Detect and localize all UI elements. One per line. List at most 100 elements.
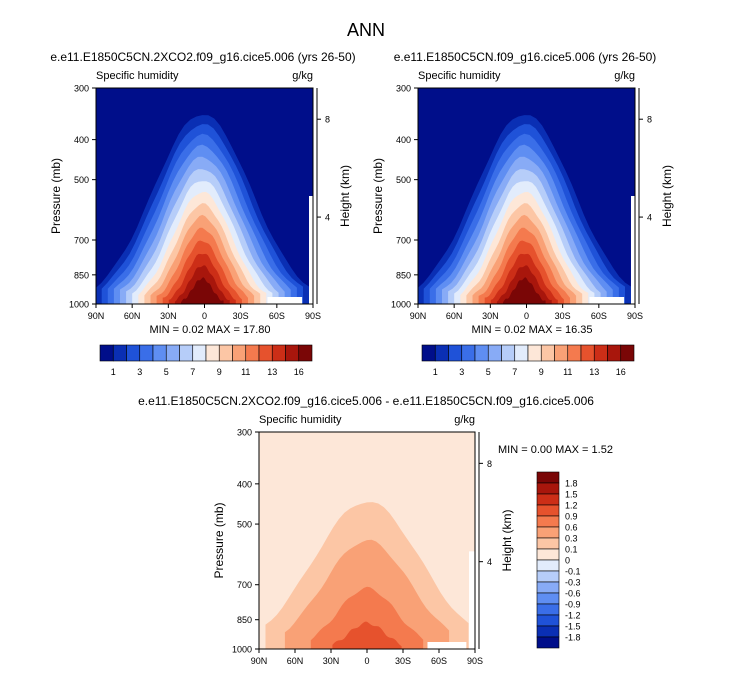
colorbar-swatch <box>112 344 127 362</box>
colorbar-swatch <box>192 344 207 362</box>
colorbar-swatch <box>536 493 560 506</box>
contour-band-15 <box>181 277 224 304</box>
colorbar-swatch <box>487 344 502 362</box>
x-tick-label: 90S <box>467 656 483 666</box>
colorbar-swatch <box>536 581 560 594</box>
y2-axis-title: Height (km) <box>338 165 352 227</box>
topography-mask <box>427 642 467 649</box>
x-tick-label: 60S <box>591 311 607 321</box>
colorbar-swatch <box>99 344 114 362</box>
panel-3-title: e.e11.E1850C5CN.2XCO2.f09_g16.cice5.006 … <box>138 394 594 408</box>
y2-tick-label: 8 <box>325 115 330 125</box>
x-tick-label: 60N <box>446 311 463 321</box>
colorbar-swatch <box>593 344 608 362</box>
colorbar-swatch <box>126 344 141 362</box>
colorbar-swatch <box>461 344 476 362</box>
colorbar-label: 13 <box>267 367 277 377</box>
colorbar-label: 3 <box>459 367 464 377</box>
colorbar-swatch <box>567 344 582 362</box>
y-tick-label: 400 <box>74 135 89 145</box>
x-tick-label: 90S <box>305 311 321 321</box>
colorbar-swatch <box>536 504 560 517</box>
y2-tick-label: 8 <box>487 459 492 469</box>
x-tick-label: 60S <box>431 656 447 666</box>
colorbar-label: 0.1 <box>565 545 578 555</box>
y-tick-label: 400 <box>396 135 411 145</box>
topography-mask <box>589 297 625 304</box>
colorbar-swatch <box>527 344 542 362</box>
y-tick-label: 400 <box>237 479 252 489</box>
x-tick-label: 90N <box>410 311 427 321</box>
colorbar-swatch <box>536 526 560 539</box>
colorbar-swatch <box>540 344 555 362</box>
y2-axis-title: Height (km) <box>660 165 674 227</box>
colorbar-swatch <box>232 344 247 362</box>
colorbar-label: 9 <box>217 367 222 377</box>
panel-1-colorbar: 1 3 5 7 9 11 13 16 <box>99 344 313 377</box>
colorbar-label: 1 <box>111 367 116 377</box>
panel-3-units-label: g/kg <box>454 414 475 426</box>
colorbar-swatch <box>165 344 180 362</box>
x-tick-label: 30N <box>482 311 499 321</box>
x-tick-label: 90S <box>627 311 643 321</box>
colorbar-swatch <box>536 636 560 649</box>
y-tick-label: 300 <box>237 428 252 438</box>
colorbar-label: 1.5 <box>565 490 578 500</box>
x-tick-label: 60N <box>124 311 141 321</box>
contour-band-15 <box>503 277 546 304</box>
y-tick-label: 1000 <box>391 300 411 310</box>
x-tick-label: 30S <box>233 311 249 321</box>
colorbar-label: 16 <box>616 367 626 377</box>
y-axis-title: Pressure (mb) <box>371 158 385 234</box>
colorbar-swatch <box>218 344 233 362</box>
x-tick-label: 30S <box>555 311 571 321</box>
topography-mask <box>631 196 635 304</box>
colorbar-label: 11 <box>563 367 572 377</box>
x-tick-label: 0 <box>524 311 529 321</box>
panel-3-colorbar: 1.81.51.20.90.60.30.10-0.1-0.3-0.6-0.9-1… <box>536 471 581 649</box>
colorbar-label: -0.1 <box>565 567 581 577</box>
panel-3-field-label: Specific humidity <box>259 414 342 426</box>
colorbar-swatch <box>152 344 167 362</box>
colorbar-label: -1.8 <box>565 633 581 643</box>
colorbar-swatch <box>536 548 560 561</box>
colorbar-swatch <box>607 344 622 362</box>
y-tick-label: 500 <box>74 175 89 185</box>
colorbar-swatch <box>536 515 560 528</box>
panel-2-units-label: g/kg <box>614 70 635 82</box>
colorbar-swatch <box>421 344 436 362</box>
x-tick-label: 60N <box>287 656 304 666</box>
colorbar-swatch <box>536 603 560 616</box>
colorbar-label: 3 <box>137 367 142 377</box>
y-tick-label: 1000 <box>69 300 89 310</box>
colorbar-label: 0 <box>565 556 570 566</box>
y-tick-label: 700 <box>74 236 89 246</box>
colorbar-label: 13 <box>589 367 599 377</box>
topography-mask <box>309 196 313 304</box>
x-tick-label: 30N <box>160 311 177 321</box>
panel-3-minmax: MIN = 0.00 MAX = 1.52 <box>498 444 613 456</box>
colorbar-label: 11 <box>241 367 250 377</box>
y2-axis-title: Height (km) <box>500 509 514 571</box>
panel-2-colorbar: 1 3 5 7 9 11 13 16 <box>421 344 635 377</box>
colorbar-swatch <box>271 344 286 362</box>
figure-title: ANN <box>347 20 385 40</box>
colorbar-label: 1.2 <box>565 501 578 511</box>
x-tick-label: 0 <box>202 311 207 321</box>
colorbar-label: 0.3 <box>565 534 578 544</box>
colorbar-label: 7 <box>190 367 195 377</box>
panel-2-field-label: Specific humidity <box>418 70 501 82</box>
y-axis-title: Pressure (mb) <box>49 158 63 234</box>
x-tick-label: 0 <box>364 656 369 666</box>
colorbar-label: 1.8 <box>565 479 578 489</box>
panel-2-minmax: MIN = 0.02 MAX = 16.35 <box>471 324 592 336</box>
topography-mask <box>469 551 475 649</box>
x-tick-label: 60S <box>269 311 285 321</box>
colorbar-swatch <box>620 344 635 362</box>
x-tick-label: 30N <box>323 656 340 666</box>
colorbar-label: 5 <box>486 367 491 377</box>
colorbar-swatch <box>139 344 154 362</box>
